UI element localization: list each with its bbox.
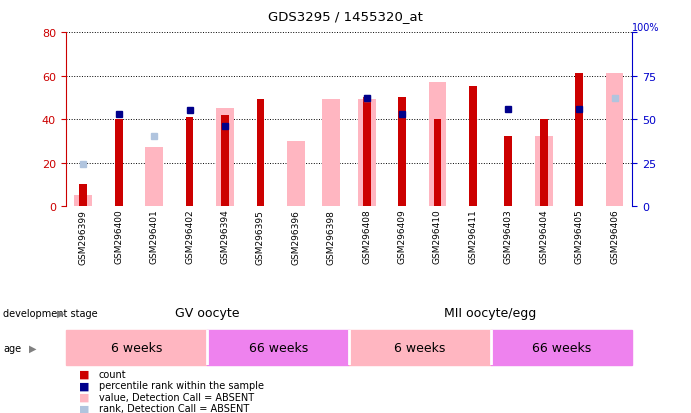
Text: GSM296410: GSM296410 [433, 209, 442, 264]
Text: MII oocyte/egg: MII oocyte/egg [444, 306, 537, 319]
Text: age: age [3, 343, 21, 353]
Text: GSM296401: GSM296401 [150, 209, 159, 264]
Text: 6 weeks: 6 weeks [111, 342, 162, 354]
Text: GDS3295 / 1455320_at: GDS3295 / 1455320_at [268, 10, 423, 23]
Text: GSM296405: GSM296405 [575, 209, 584, 264]
Bar [186, 118, 193, 206]
Text: 100%: 100% [632, 23, 660, 33]
Text: ■: ■ [79, 392, 90, 402]
Bar [75, 196, 92, 206]
Text: value, Detection Call = ABSENT: value, Detection Call = ABSENT [99, 392, 254, 402]
Text: GV oocyte: GV oocyte [175, 306, 240, 319]
Bar [575, 74, 583, 206]
Text: 66 weeks: 66 weeks [249, 342, 307, 354]
Text: 6 weeks: 6 weeks [394, 342, 446, 354]
Text: ■: ■ [79, 380, 90, 390]
Bar [535, 137, 553, 206]
Text: percentile rank within the sample: percentile rank within the sample [99, 380, 264, 390]
Bar [221, 115, 229, 206]
Bar [469, 87, 477, 206]
Text: GSM296411: GSM296411 [468, 209, 477, 264]
Bar [491, 330, 632, 366]
Text: GSM296406: GSM296406 [610, 209, 619, 264]
Text: ▶: ▶ [57, 308, 65, 318]
Text: GSM296394: GSM296394 [220, 209, 229, 264]
Bar [207, 330, 349, 366]
Text: GSM296395: GSM296395 [256, 209, 265, 264]
Text: GSM296396: GSM296396 [292, 209, 301, 264]
Bar [66, 330, 207, 366]
Text: ▶: ▶ [29, 343, 37, 353]
Text: GSM296398: GSM296398 [327, 209, 336, 264]
Text: GSM296402: GSM296402 [185, 209, 194, 263]
Text: development stage: development stage [3, 308, 98, 318]
Bar [504, 137, 512, 206]
Bar [433, 120, 442, 206]
Text: GSM296404: GSM296404 [539, 209, 548, 263]
Bar [216, 109, 234, 206]
Bar [358, 100, 375, 206]
Bar [256, 100, 265, 206]
Bar [398, 98, 406, 206]
Bar [145, 148, 163, 206]
Text: ■: ■ [79, 369, 90, 379]
Text: GSM296408: GSM296408 [362, 209, 371, 264]
Text: GSM296399: GSM296399 [79, 209, 88, 264]
Text: GSM296400: GSM296400 [114, 209, 123, 264]
Text: 66 weeks: 66 weeks [532, 342, 591, 354]
Bar [115, 120, 123, 206]
Bar [606, 74, 623, 206]
Bar [363, 98, 370, 206]
Text: ■: ■ [79, 404, 90, 413]
Text: rank, Detection Call = ABSENT: rank, Detection Call = ABSENT [99, 404, 249, 413]
Bar [287, 141, 305, 206]
Bar [540, 120, 548, 206]
Text: GSM296409: GSM296409 [397, 209, 406, 264]
Text: GSM296403: GSM296403 [504, 209, 513, 264]
Bar [79, 185, 87, 206]
Text: count: count [99, 369, 126, 379]
Bar [428, 83, 446, 206]
Bar [323, 100, 340, 206]
Bar [349, 330, 491, 366]
